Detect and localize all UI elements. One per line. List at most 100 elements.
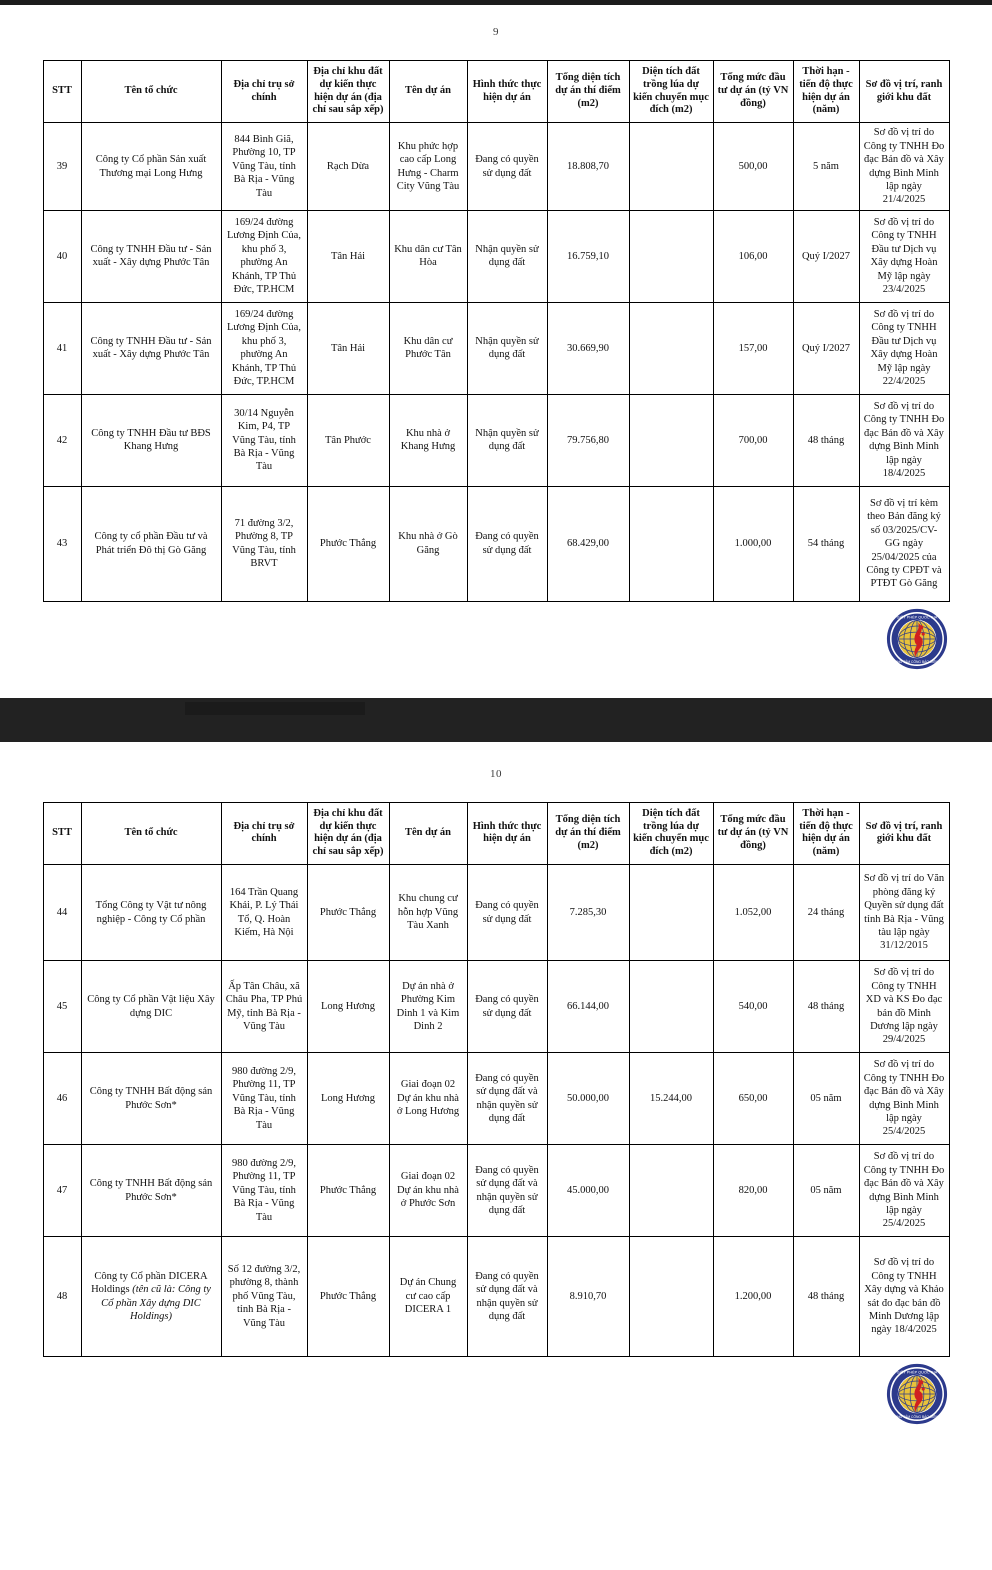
cell-investment: 540,00 <box>712 960 794 1053</box>
page-number-9: 9 <box>493 26 499 38</box>
cell-total-area: 16.759,10 <box>546 209 630 303</box>
cell-project-name: Khu dân cư Tân Hòa <box>388 209 468 303</box>
cell-stt: 48 <box>42 1236 82 1357</box>
page-separator-band <box>0 697 992 742</box>
top-border-rule <box>0 0 992 5</box>
cell-total-area: 50.000,00 <box>546 1052 630 1145</box>
cell-duration: 24 tháng <box>792 864 860 961</box>
table-row: 46 Công ty TNHH Bất động sản Phước Sơn* … <box>42 1052 950 1145</box>
cell-org-name: Công ty TNHH Đầu tư - Sản xuất - Xây dựn… <box>80 209 222 303</box>
header-stt: STT <box>42 801 82 866</box>
cell-rice-area <box>628 1144 714 1237</box>
cell-total-area: 68.429,00 <box>546 485 630 602</box>
cell-rice-area <box>628 209 714 303</box>
cell-rice-area <box>628 485 714 602</box>
cell-duration: 54 tháng <box>792 485 860 602</box>
cell-duration: 05 năm <box>792 1052 860 1145</box>
cell-rice-area <box>628 960 714 1053</box>
cell-project-name: Dự án Chung cư cao cấp DICERA 1 <box>388 1236 468 1357</box>
table-row: 45 Công ty Cổ phần Vật liệu Xây dựng DIC… <box>42 960 950 1053</box>
cell-duration: Quý I/2027 <box>792 209 860 303</box>
cell-land-address: Phước Thắng <box>306 485 390 602</box>
header-hq-address: Địa chỉ trụ sở chính <box>220 801 308 866</box>
header-org-name: Tên tổ chức <box>80 59 222 124</box>
registry-table-page-9: STT Tên tổ chức Địa chỉ trụ sở chính Địa… <box>42 59 950 602</box>
cell-map-note: Sơ đồ vị trí kèm theo Bản đăng ký số 03/… <box>858 485 950 602</box>
cell-total-area: 79.756,80 <box>546 393 630 487</box>
page9-seal-area: GIẤY PHÉP QUỐC GIA TRUNG TÂM CÔNG BÁO ĐI… <box>0 602 992 698</box>
cell-form: Đang có quyền sử dụng đất và nhận quyền … <box>466 1144 548 1237</box>
table-header-row: STT Tên tổ chức Địa chỉ trụ sở chính Địa… <box>42 801 950 866</box>
cell-stt: 39 <box>42 122 82 211</box>
cell-stt: 45 <box>42 960 82 1053</box>
cell-form: Đang có quyền sử dụng đất <box>466 485 548 602</box>
cell-rice-area <box>628 301 714 395</box>
document-page-9: 9 STT Tên tổ chức Địa chỉ trụ sở chính Đ… <box>0 0 992 698</box>
cell-total-area: 8.910,70 <box>546 1236 630 1357</box>
cell-org-name: Công ty TNHH Đầu tư - Sản xuất - Xây dựn… <box>80 301 222 395</box>
cell-duration: 48 tháng <box>792 393 860 487</box>
cell-duration: 48 tháng <box>792 1236 860 1357</box>
cell-map-note: Sơ đồ vị trí do Công ty TNHH Xây dựng và… <box>858 1236 950 1357</box>
cell-investment: 1.200,00 <box>712 1236 794 1357</box>
header-total-area: Tổng diện tích dự án thí điểm (m2) <box>546 801 630 866</box>
table-row: 42 Công ty TNHH Đầu tư BĐS Khang Hưng 30… <box>42 393 950 487</box>
cell-project-name: Dự án nhà ở Phường Kim Dinh 1 và Kim Din… <box>388 960 468 1053</box>
cell-map-note: Sơ đồ vị trí do Công ty TNHH Đo đạc Bản … <box>858 1144 950 1237</box>
cell-investment: 820,00 <box>712 1144 794 1237</box>
table-row: 44 Tổng Công ty Vật tư nông nghiệp - Côn… <box>42 864 950 961</box>
cell-land-address: Tân Hải <box>306 209 390 303</box>
cell-org-name: Tổng Công ty Vật tư nông nghiệp - Công t… <box>80 864 222 961</box>
cell-hq-address: 169/24 đường Lương Định Của, khu phố 3, … <box>220 301 308 395</box>
cell-form: Nhận quyền sử dụng đất <box>466 393 548 487</box>
cell-form: Đang có quyền sử dụng đất <box>466 122 548 211</box>
cell-rice-area <box>628 393 714 487</box>
page-number-10: 10 <box>490 767 502 780</box>
cell-hq-address: Ấp Tân Châu, xã Châu Pha, TP Phú Mỹ, tỉn… <box>220 960 308 1053</box>
header-stt: STT <box>42 59 82 124</box>
cell-stt: 44 <box>42 864 82 961</box>
svg-text:TRUNG TÂM CÔNG BÁO ĐIỆN TỬ: TRUNG TÂM CÔNG BÁO ĐIỆN TỬ <box>890 1414 943 1419</box>
header-map-note: Sơ đồ vị trí, ranh giới khu đất <box>858 801 950 866</box>
cell-duration: 05 năm <box>792 1144 860 1237</box>
cell-land-address: Tân Hải <box>306 301 390 395</box>
cell-total-area: 18.808,70 <box>546 122 630 211</box>
national-emblem-seal-icon: GIẤY PHÉP QUỐC GIA TRUNG TÂM CÔNG BÁO ĐI… <box>886 608 948 669</box>
cell-land-address: Phước Thắng <box>306 1236 390 1357</box>
cell-project-name: Khu chung cư hỗn hợp Vũng Tàu Xanh <box>388 864 468 961</box>
header-project-name: Tên dự án <box>388 59 468 124</box>
table-row: 39 Công ty Cổ phần Sản xuất Thương mại L… <box>42 122 950 211</box>
header-investment: Tổng mức đầu tư dự án (tỷ VN đồng) <box>712 59 794 124</box>
header-project-name: Tên dự án <box>388 801 468 866</box>
cell-land-address: Tân Phước <box>306 393 390 487</box>
cell-map-note: Sơ đồ vị trí do Công ty TNHH Đầu tư Dịch… <box>858 209 950 303</box>
table-row: 43 Công ty cổ phần Đầu tư và Phát triển … <box>42 485 950 602</box>
table-row: 47 Công ty TNHH Bất động sản Phước Sơn* … <box>42 1144 950 1237</box>
cell-org-name: Công ty Cổ phần Vật liệu Xây dựng DIC <box>80 960 222 1053</box>
table-row: 40 Công ty TNHH Đầu tư - Sản xuất - Xây … <box>42 209 950 303</box>
cell-investment: 1.000,00 <box>712 485 794 602</box>
cell-hq-address: Số 12 đường 3/2, phường 8, thành phố Vũn… <box>220 1236 308 1357</box>
cell-map-note: Sơ đồ vị trí do Văn phòng đăng ký Quyền … <box>858 864 950 961</box>
cell-org-name: Công ty Cổ phần Sản xuất Thương mại Long… <box>80 122 222 211</box>
cell-project-name: Khu phức hợp cao cấp Long Hưng - Charm C… <box>388 122 468 211</box>
cell-duration: 5 năm <box>792 122 860 211</box>
cell-form: Nhận quyền sử dụng đất <box>466 301 548 395</box>
cell-stt: 41 <box>42 301 82 395</box>
cell-total-area: 7.285,30 <box>546 864 630 961</box>
svg-text:TRUNG TÂM CÔNG BÁO ĐIỆN TỬ: TRUNG TÂM CÔNG BÁO ĐIỆN TỬ <box>890 659 943 664</box>
table-row: 48 Công ty Cổ phần DICERA Holdings (tên … <box>42 1236 950 1357</box>
cell-total-area: 66.144,00 <box>546 960 630 1053</box>
cell-investment: 650,00 <box>712 1052 794 1145</box>
header-land-address: Địa chỉ khu đất dự kiến thực hiện dự án … <box>306 801 390 866</box>
cell-hq-address: 980 đường 2/9, Phường 11, TP Vũng Tàu, t… <box>220 1052 308 1145</box>
cell-stt: 43 <box>42 485 82 602</box>
header-rice-area: Diện tích đất trồng lúa dự kiến chuyển m… <box>628 59 714 124</box>
header-hq-address: Địa chỉ trụ sở chính <box>220 59 308 124</box>
cell-rice-area: 15.244,00 <box>628 1052 714 1145</box>
cell-hq-address: 71 đường 3/2, Phường 8, TP Vũng Tàu, tỉn… <box>220 485 308 602</box>
header-land-address: Địa chỉ khu đất dự kiến thực hiện dự án … <box>306 59 390 124</box>
cell-total-area: 45.000,00 <box>546 1144 630 1237</box>
document-page-10: 10 STT Tên tổ chức Địa chỉ trụ sở chính … <box>0 741 992 1453</box>
cell-land-address: Phước Thắng <box>306 864 390 961</box>
